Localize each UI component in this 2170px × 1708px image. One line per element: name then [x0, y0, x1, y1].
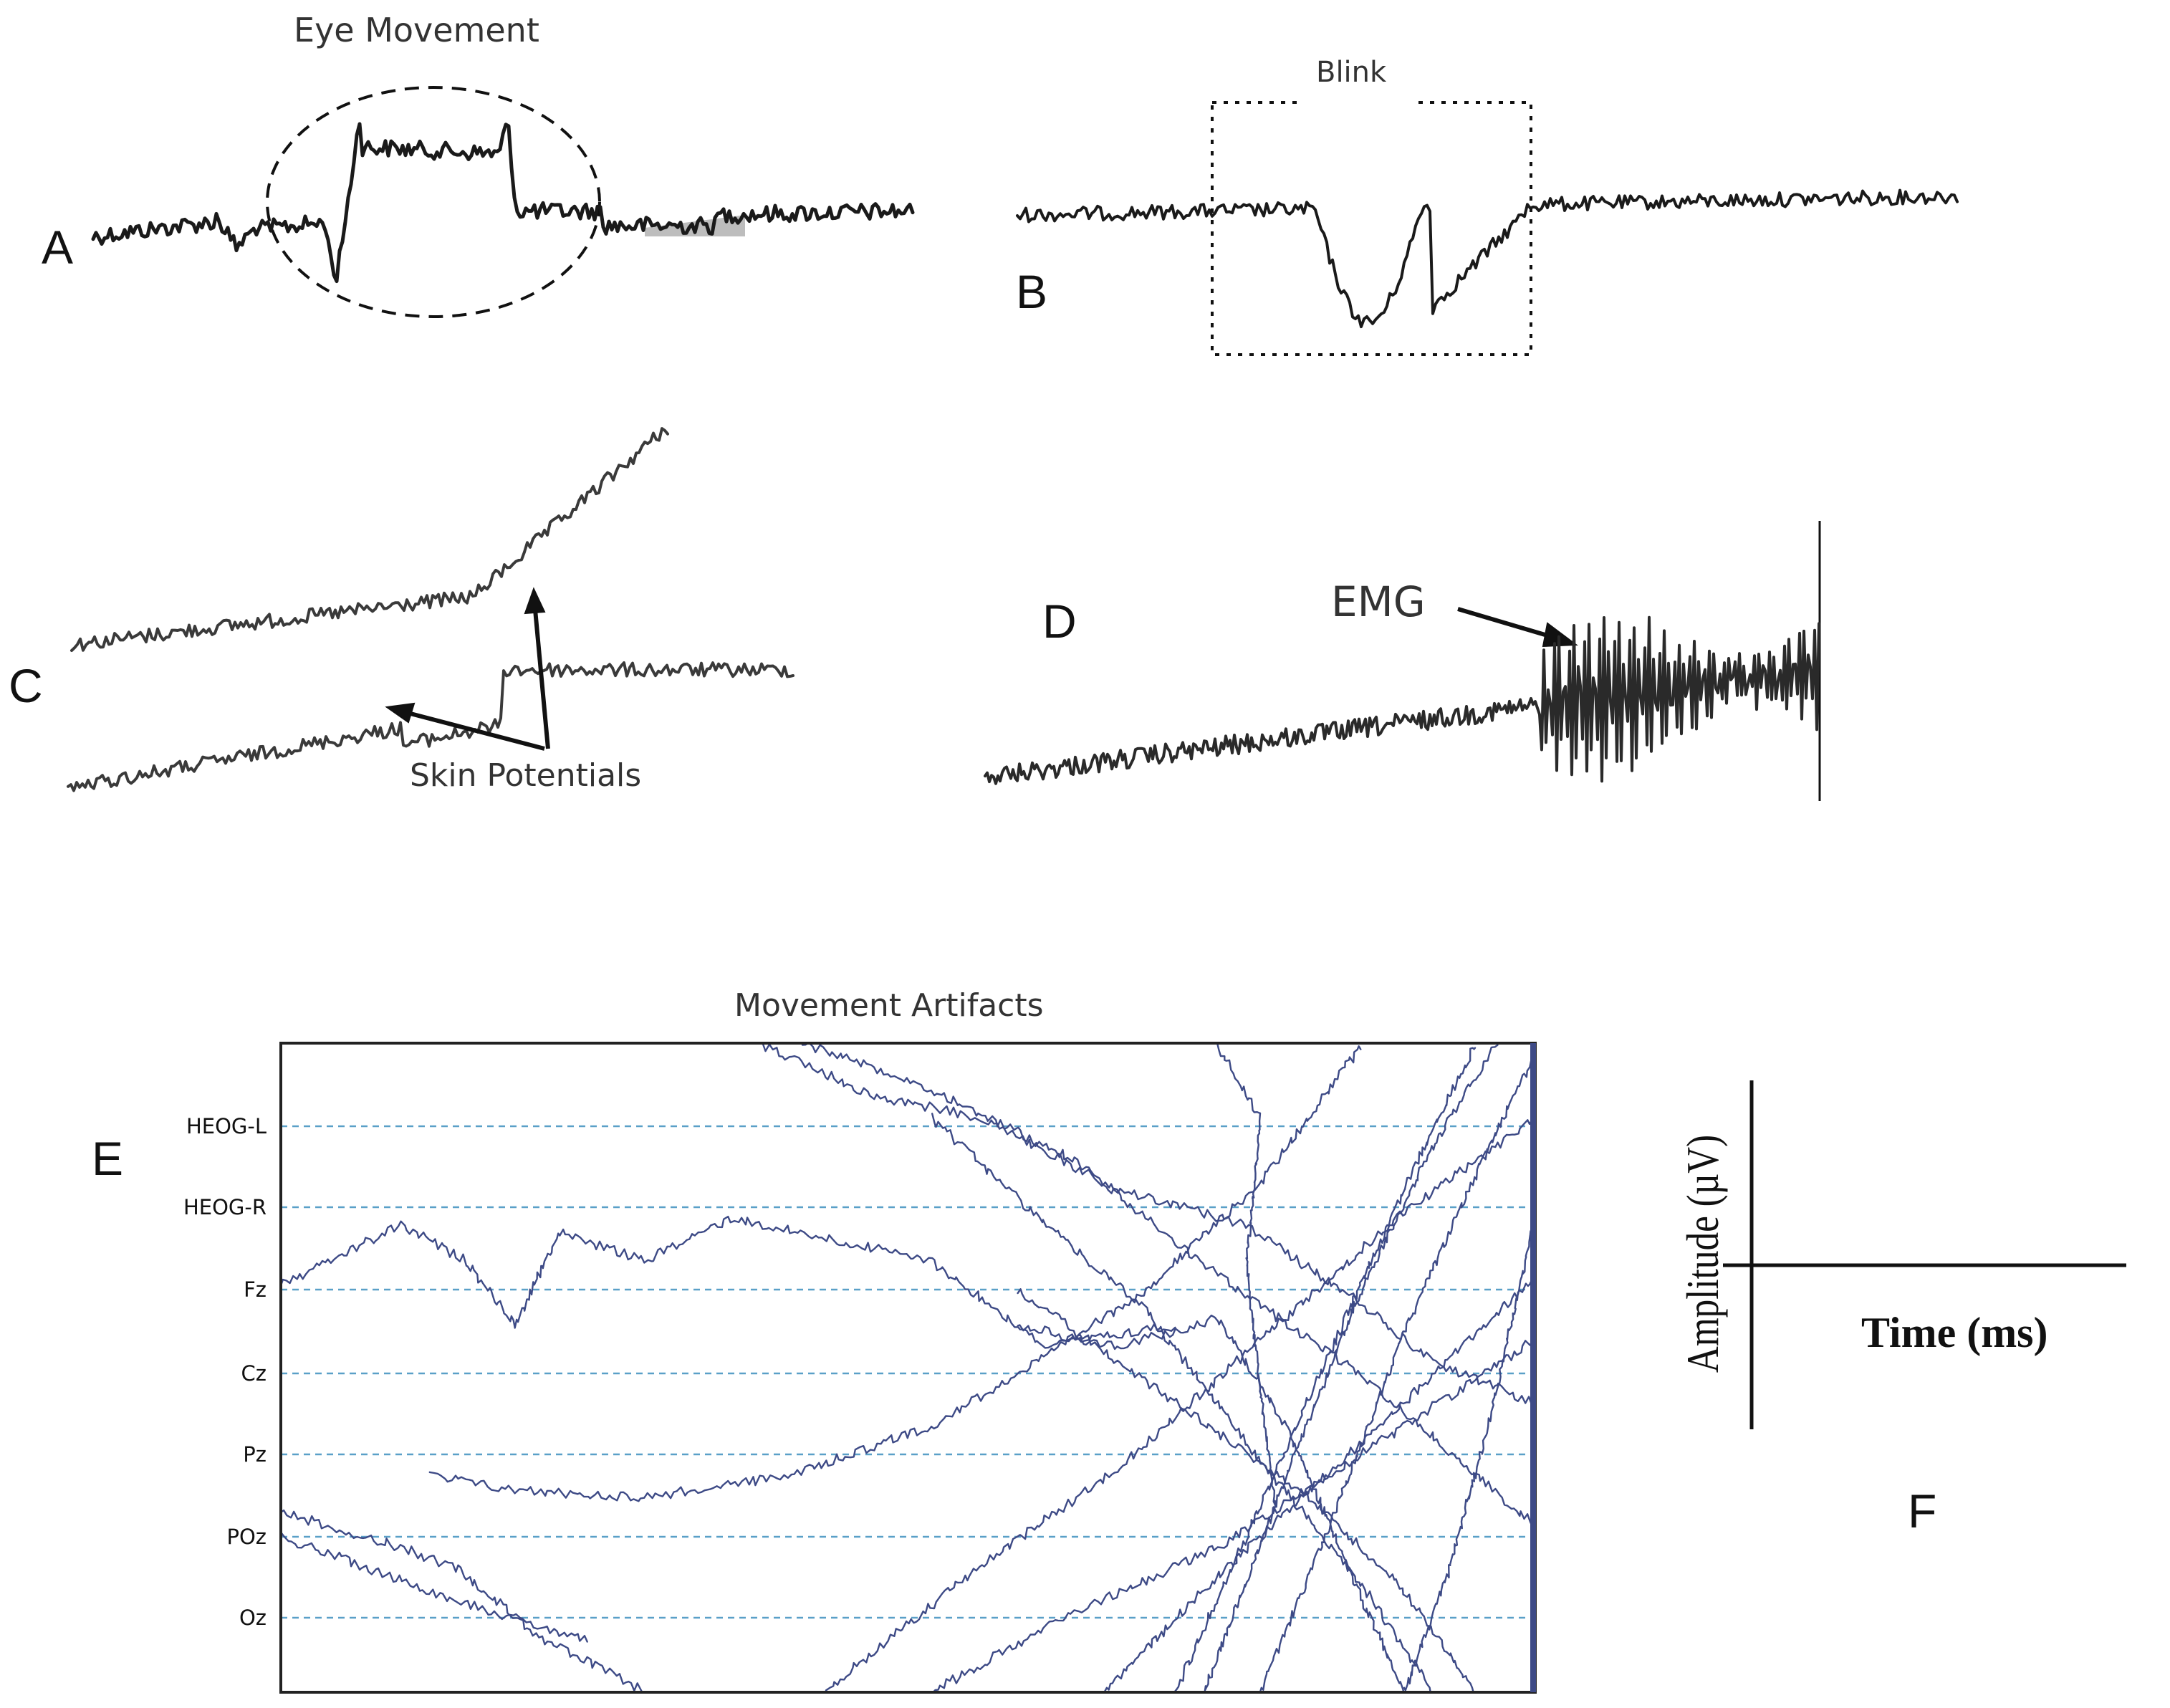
- panel-f-label: F: [1908, 1484, 1936, 1537]
- eeg-artifact-trace: [281, 1509, 645, 1692]
- channel-label-poz: POz: [226, 1525, 267, 1549]
- panel-f: Amplitude (µV) Time (ms) F: [1677, 1080, 2126, 1537]
- channel-label-fz: Fz: [244, 1277, 267, 1302]
- eeg-artifact-trace: [1216, 1043, 1277, 1507]
- eeg-artifact-trace: [931, 1113, 1432, 1692]
- eeg-gridlines: [281, 1125, 1535, 1619]
- eye-movement-ellipse: [266, 86, 601, 318]
- eeg-artifact-trace: [428, 1045, 1362, 1502]
- skin-potential-arrows: [385, 587, 550, 751]
- eye-movement-label: Eye Movement: [294, 11, 539, 49]
- channel-label-heog-r: HEOG-R: [183, 1195, 267, 1219]
- panel-d-label: D: [1042, 595, 1077, 648]
- blink-label: Blink: [1316, 56, 1387, 89]
- eeg-artifact-trace: [931, 1335, 1535, 1692]
- eeg-artifact-trace: [1017, 1314, 1405, 1692]
- eeg-artifact-trace: [1259, 1055, 1535, 1692]
- channel-label-pz: Pz: [243, 1442, 267, 1467]
- eeg-channel-labels: HEOG-L HEOG-R Fz Cz Pz POz Oz: [183, 1114, 267, 1630]
- amplitude-axis-label: Amplitude (µV): [1677, 1135, 1729, 1373]
- channel-label-oz: Oz: [239, 1606, 267, 1630]
- skin-potential-trace-lower: [67, 661, 794, 792]
- eeg-artifact-trace: [762, 1043, 1535, 1409]
- eeg-plot-frame: [279, 1042, 1537, 1694]
- panel-c-label: C: [9, 659, 43, 712]
- skin-potentials-label: Skin Potentials: [410, 757, 641, 794]
- eeg-artifact-trace: [801, 1043, 1535, 1532]
- panel-a: A Eye Movement: [42, 11, 915, 318]
- emg-trace: [984, 615, 1820, 785]
- eeg-artifact-trace: [1017, 1288, 1474, 1692]
- eeg-artifact-trace: [1173, 1047, 1477, 1692]
- eeg-artifact-trace: [1204, 1044, 1499, 1692]
- panel-e: E Movement Artifacts HEOG-L HEOG-R Fz Cz…: [92, 987, 1537, 1694]
- eye-movement-trace: [91, 122, 915, 284]
- eeg-artifact-trace: [1403, 1219, 1535, 1692]
- emg-label: EMG: [1331, 577, 1426, 626]
- panel-d: D EMG: [984, 521, 1821, 801]
- eeg-artifact-trace: [281, 1532, 588, 1643]
- panel-b: B Blink: [1016, 56, 1959, 356]
- blink-box: [1211, 101, 1532, 356]
- channel-label-heog-l: HEOG-L: [186, 1114, 267, 1138]
- blink-label-bg: [1302, 85, 1417, 120]
- panel-e-label: E: [92, 1132, 123, 1185]
- channel-label-cz: Cz: [241, 1361, 267, 1386]
- time-axis-label: Time (ms): [1861, 1309, 2048, 1356]
- eeg-artifact-trace: [825, 1114, 1535, 1692]
- panel-b-label: B: [1016, 265, 1047, 318]
- eeg-artifact-trace: [1103, 1275, 1535, 1692]
- eeg-artifact-trace: [281, 1215, 1176, 1349]
- blink-trace: [1016, 188, 1959, 329]
- skin-potential-trace-upper: [70, 427, 669, 652]
- eeg-movement-traces: [281, 1043, 1535, 1692]
- panel-a-label: A: [42, 221, 73, 274]
- movement-artifacts-title: Movement Artifacts: [734, 987, 1044, 1024]
- panel-c: C Skin Potentials: [9, 427, 794, 794]
